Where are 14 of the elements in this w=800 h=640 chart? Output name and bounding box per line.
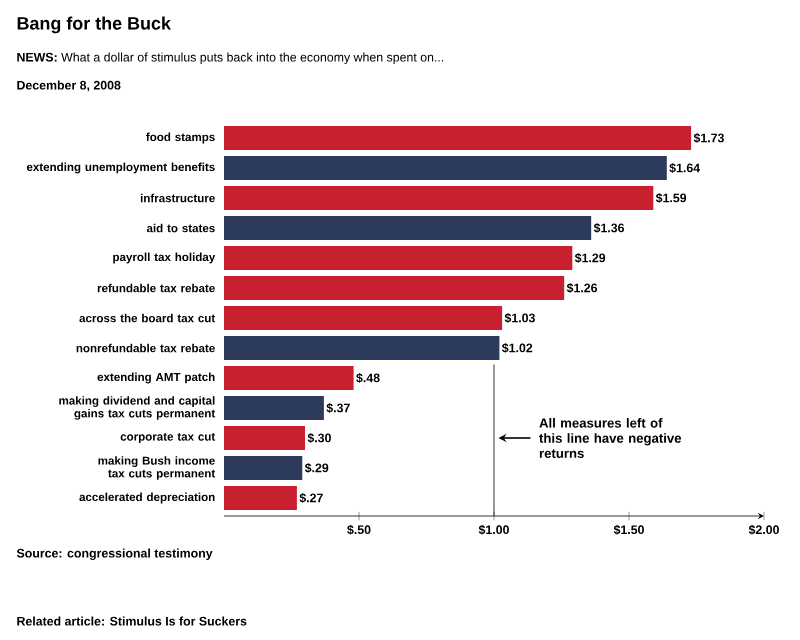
- bar: [224, 456, 303, 481]
- bar: [224, 306, 503, 330]
- bar: [224, 156, 667, 180]
- bar: [224, 366, 354, 390]
- bar: [224, 216, 592, 240]
- bar: [224, 396, 324, 421]
- bar: [224, 486, 297, 511]
- bar: [224, 276, 565, 300]
- bar: [224, 336, 500, 360]
- chart-title: Bang for the Buck: [17, 16, 171, 34]
- bar: [224, 426, 305, 451]
- bar: [224, 186, 654, 210]
- bar: [224, 246, 573, 270]
- bar: [224, 126, 692, 150]
